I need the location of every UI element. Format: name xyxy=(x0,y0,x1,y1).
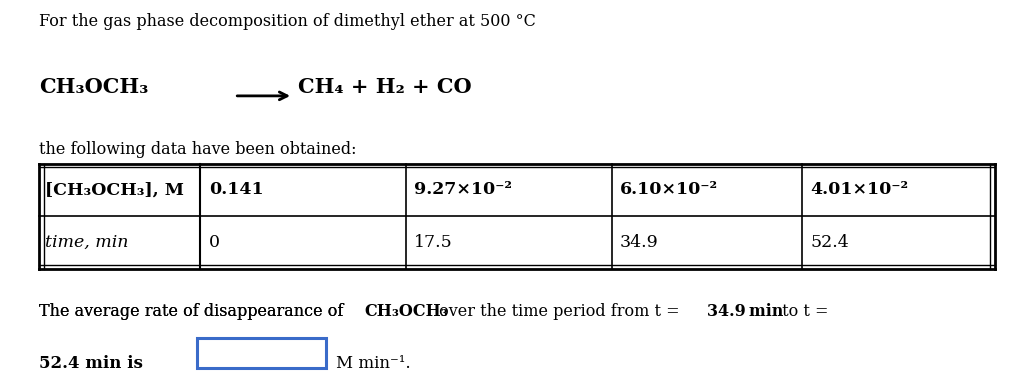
Text: over the time period from t =: over the time period from t = xyxy=(435,303,685,320)
Text: [CH₃OCH₃], M: [CH₃OCH₃], M xyxy=(45,181,184,199)
Text: time, min: time, min xyxy=(45,234,128,251)
Text: The average rate of disappearance of: The average rate of disappearance of xyxy=(39,303,348,320)
Text: 52.4 min is: 52.4 min is xyxy=(39,355,143,372)
Text: 0: 0 xyxy=(209,234,220,251)
Text: CH₄ + H₂ + CO: CH₄ + H₂ + CO xyxy=(298,77,472,97)
Text: The average rate of disappearance of: The average rate of disappearance of xyxy=(39,303,348,320)
Text: 52.4: 52.4 xyxy=(810,234,849,251)
Text: CH₃OCH₃: CH₃OCH₃ xyxy=(39,77,148,97)
Text: 4.01×10⁻²: 4.01×10⁻² xyxy=(810,181,908,199)
Text: 0.141: 0.141 xyxy=(209,181,263,199)
Text: 17.5: 17.5 xyxy=(414,234,453,251)
Text: M min⁻¹.: M min⁻¹. xyxy=(336,355,411,372)
Text: 34.9: 34.9 xyxy=(620,234,659,251)
Text: 6.10×10⁻²: 6.10×10⁻² xyxy=(620,181,718,199)
Text: CH₃OCH₃: CH₃OCH₃ xyxy=(364,303,448,320)
Text: 34.9 min: 34.9 min xyxy=(706,303,783,320)
Text: the following data have been obtained:: the following data have been obtained: xyxy=(39,141,357,158)
Text: to t =: to t = xyxy=(777,303,829,320)
Text: The average rate of disappearance of CH₃OCH₃ over the time period from t = 34.9 : The average rate of disappearance of CH₃… xyxy=(39,303,799,320)
Text: 9.27×10⁻²: 9.27×10⁻² xyxy=(414,181,512,199)
Text: For the gas phase decomposition of dimethyl ether at 500 °C: For the gas phase decomposition of dimet… xyxy=(39,13,536,30)
